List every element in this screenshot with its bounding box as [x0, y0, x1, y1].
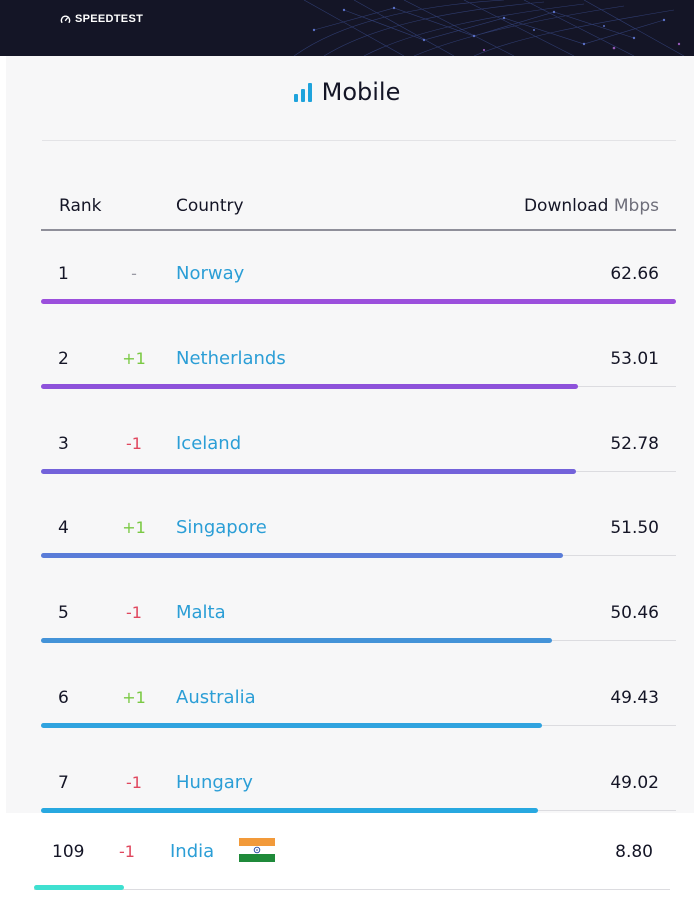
download-label: Download — [523, 196, 609, 216]
unit-label: Mbps — [613, 196, 659, 216]
speed-bar — [41, 638, 552, 644]
table-row: 3 -1 Iceland 52.78 — [0, 410, 694, 495]
country-link[interactable]: Hungary — [176, 771, 253, 793]
rank-value: 6 — [58, 688, 69, 708]
country-link[interactable]: Norway — [176, 263, 245, 284]
speedtest-logo[interactable]: SPEEDTEST — [60, 13, 143, 25]
rank-value: 3 — [58, 433, 69, 454]
country-link[interactable]: India — [170, 841, 215, 862]
country-link[interactable]: Singapore — [176, 517, 267, 539]
download-value: 8.80 — [615, 842, 653, 862]
country-link[interactable]: Australia — [176, 687, 256, 708]
table-row: 2 +1 Netherlands 53.01 — [0, 325, 694, 410]
rank-change: - — [131, 264, 137, 283]
rank-change: +1 — [122, 518, 146, 538]
country-column-header[interactable]: Country — [176, 196, 244, 216]
download-value: 53.01 — [610, 348, 659, 369]
speed-bar — [41, 468, 576, 474]
logo-text: SPEEDTEST — [75, 13, 144, 25]
gauge-icon — [60, 15, 71, 23]
table-row: 5 -1 Malta 50.46 — [0, 579, 694, 664]
download-value: 49.02 — [610, 772, 659, 793]
table-row: 4 +1 Singapore 51.50 — [0, 494, 694, 579]
rank-value: 7 — [58, 772, 69, 793]
rank-value: 109 — [52, 842, 85, 862]
table-row: 7 -1 Hungary 49.02 — [0, 749, 694, 834]
top-header: SPEEDTEST — [0, 0, 694, 56]
rank-value: 4 — [58, 518, 69, 539]
rankings-panel — [6, 56, 694, 813]
rank-value: 1 — [58, 264, 69, 284]
country-link[interactable]: Netherlands — [176, 347, 286, 369]
speed-bar — [41, 723, 542, 728]
row-divider — [34, 889, 670, 890]
speed-bar — [41, 807, 538, 813]
rank-column-header[interactable]: Rank — [59, 196, 102, 216]
download-value: 49.43 — [610, 688, 659, 708]
speed-bar — [41, 383, 578, 389]
country-link[interactable]: Iceland — [176, 432, 242, 454]
download-value: 62.66 — [610, 264, 659, 284]
rank-change: -1 — [126, 772, 142, 792]
rank-change: -1 — [126, 603, 142, 623]
panel-title-row: Mobile — [0, 78, 694, 106]
download-value: 51.50 — [610, 518, 659, 539]
speed-bar — [41, 299, 676, 304]
rank-value: 2 — [58, 348, 69, 369]
panel-title: Mobile — [321, 78, 401, 106]
country-link[interactable]: Malta — [176, 602, 226, 624]
speed-bar — [41, 553, 563, 559]
download-value: 52.78 — [610, 433, 659, 454]
speed-bar — [34, 885, 124, 890]
rank-change: +1 — [122, 348, 146, 368]
table-row: 6 +1 Australia 49.43 — [0, 664, 694, 749]
rank-value: 5 — [58, 603, 69, 624]
rank-change: -1 — [119, 842, 135, 861]
network-graphic — [293, 0, 685, 56]
download-value: 50.46 — [610, 603, 659, 624]
highlight-row: 109 -1 India 8.80 — [0, 813, 694, 910]
rank-change: +1 — [122, 688, 146, 707]
title-divider — [42, 140, 676, 141]
rank-change: -1 — [126, 433, 142, 453]
download-column-header[interactable]: Download Mbps — [524, 196, 659, 216]
signal-bars-icon — [293, 82, 312, 102]
table-row: 1 - Norway 62.66 — [0, 240, 694, 325]
india-flag-icon — [239, 838, 275, 862]
header-divider — [41, 229, 676, 231]
